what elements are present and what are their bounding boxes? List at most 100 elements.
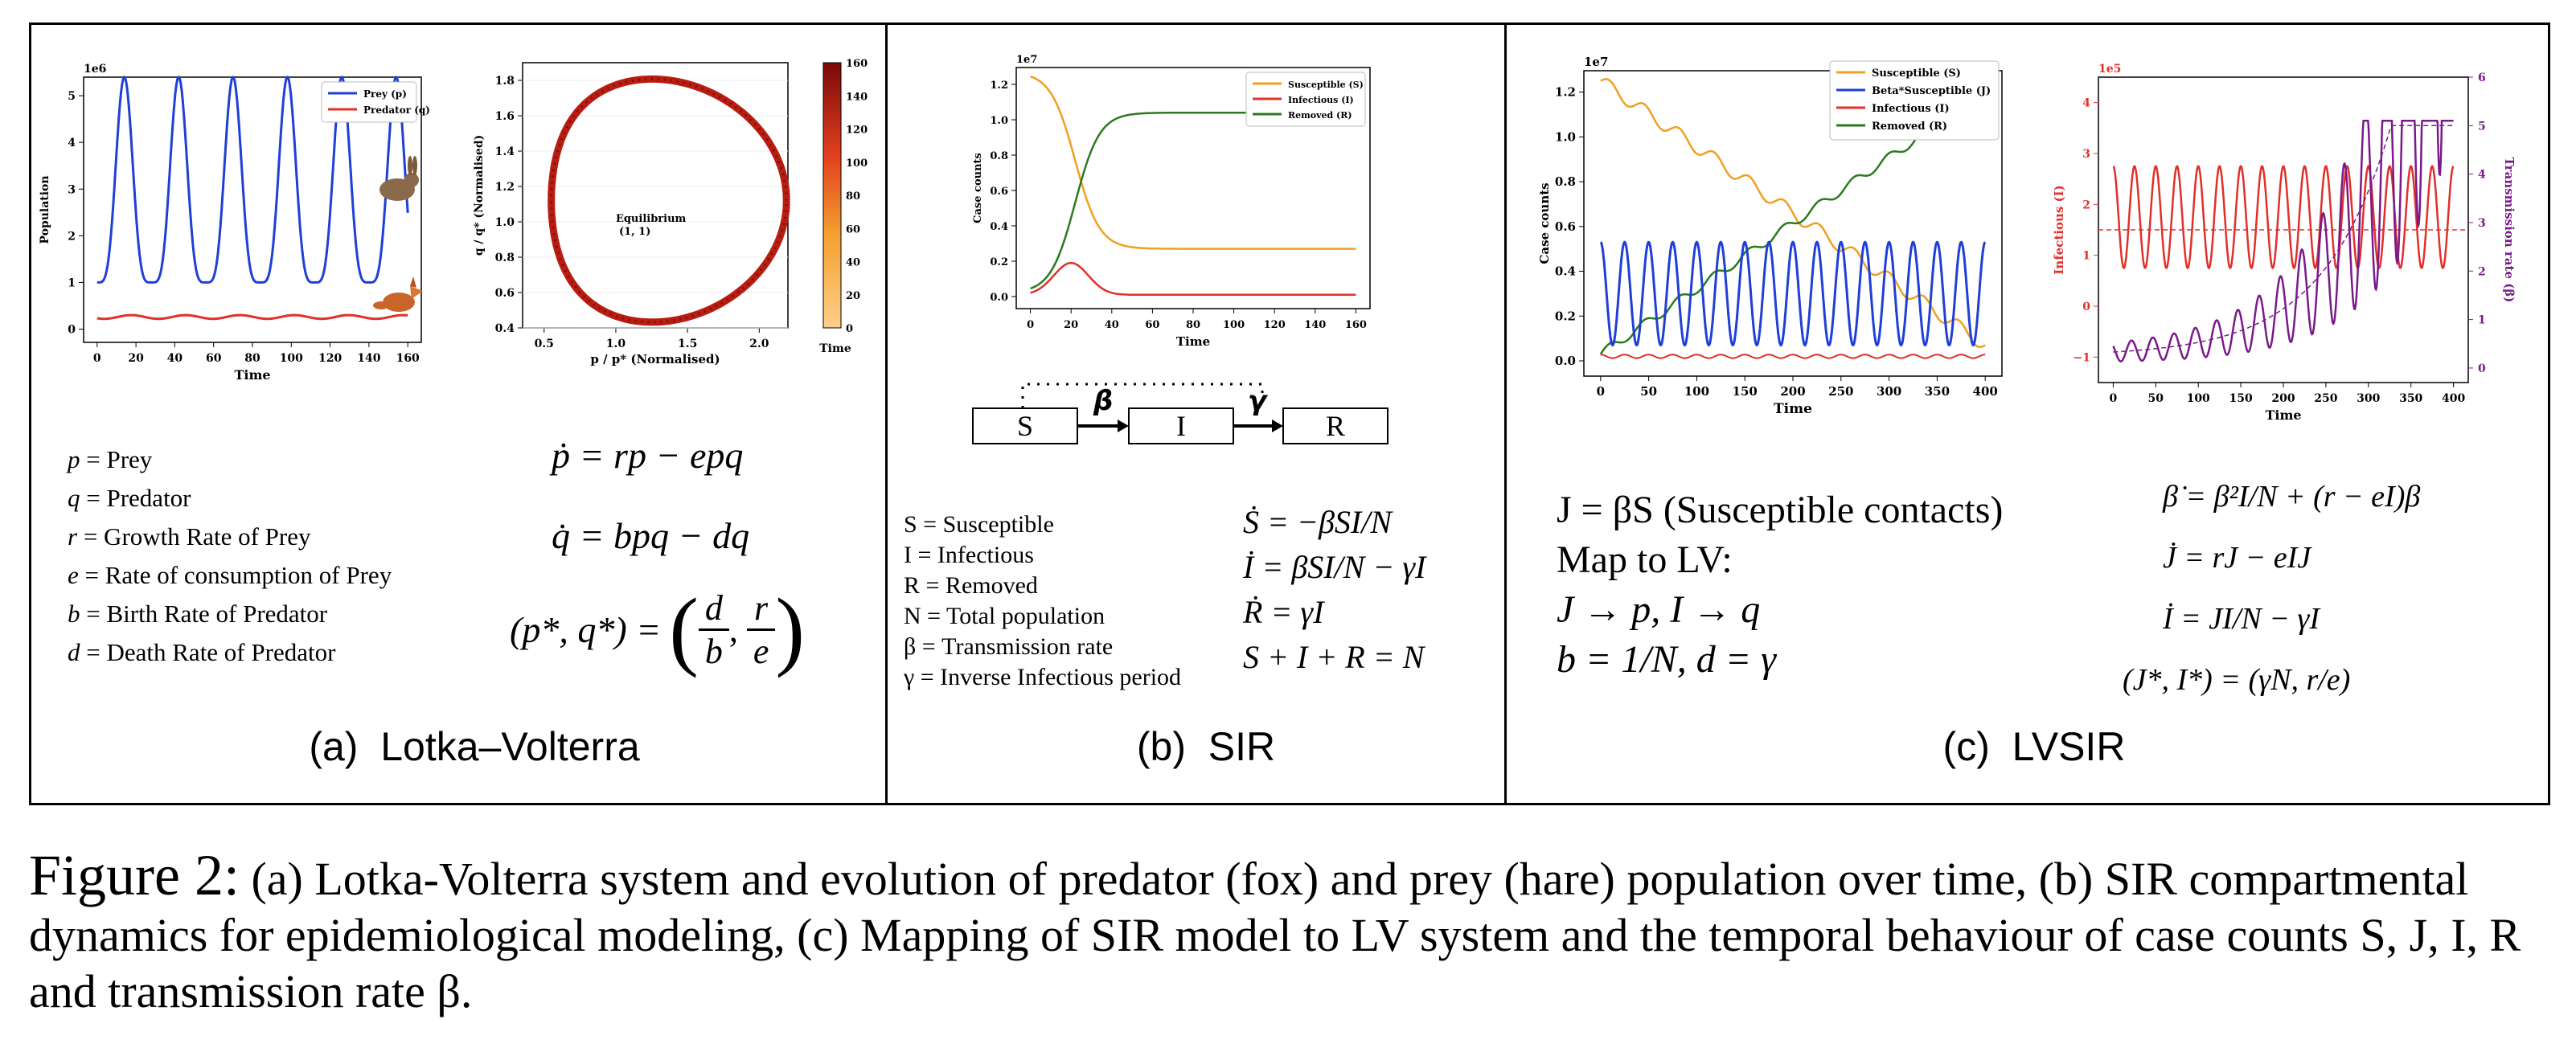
x-tick-label: 2.0 [749, 338, 769, 350]
y-tick-label: 0.8 [1555, 174, 1576, 189]
def-gamma: γ = Inverse Infectious period [904, 664, 1182, 690]
y-tick-label: 0.8 [990, 150, 1008, 162]
y-tick-label: 1.4 [495, 145, 515, 158]
hare-icon [379, 156, 419, 201]
x-tick-label: 100 [280, 352, 303, 365]
panel-b-caption: (b) SIR [1136, 724, 1276, 769]
x-tick-label: 0 [93, 352, 101, 365]
x-tick-label: 120 [1264, 319, 1286, 331]
lv-def-row: p = Prey [68, 440, 392, 479]
y-tick-label-right: 6 [2478, 72, 2486, 84]
y-tick-label: 5 [68, 90, 76, 103]
y-tick-label: 1.6 [495, 110, 515, 123]
colorbar-tick-label: 80 [846, 190, 860, 203]
def-beta: β = Transmission rate [904, 633, 1114, 660]
lvsir-infectious-beta-plot: 0 50 100 150 200 250 300 350 400 −1 0 1 2 3 4 0 1 2 3 4 5 6 Ti… [2052, 63, 2517, 423]
x-tick-label: 400 [2442, 392, 2465, 405]
def-text: = Birth Rate of Predator [80, 600, 328, 628]
x-tick-label: 60 [1145, 319, 1159, 331]
paren-close: ) [775, 580, 805, 678]
x-tick-label: 200 [2271, 392, 2295, 405]
beta-susceptible-line [1599, 240, 1987, 347]
def-s: S = Susceptible [904, 511, 1054, 538]
x-tick-label: 300 [1877, 384, 1901, 399]
y-tick-label: 0.6 [1555, 219, 1576, 234]
lv-eq-prey: ṗ = rp − epq [552, 435, 744, 476]
y-tick-label-right: 1 [2478, 314, 2486, 327]
mapping-j: J = βS (Susceptible contacts) [1557, 489, 2004, 531]
x-tick-label: 200 [1780, 384, 1805, 399]
mapping-jp-iq: J → p, I → q [1557, 588, 1761, 631]
x-tick-label: 350 [2399, 392, 2422, 405]
lvsir-case-plot: 0 50 100 150 200 250 300 350 400 0.0 0.2 0.4 0.6 0.8 1… [1537, 55, 2003, 417]
y-tick-label-right: 0 [2478, 362, 2486, 375]
def-text: = Rate of consumption of Prey [78, 561, 392, 589]
sir-equations: Ṡ = −βSI/N İ = βSI/N − γI Ṙ = γI S + I +… [1243, 500, 1425, 680]
y-tick-label-right: 4 [2478, 169, 2486, 182]
y-tick-label: 0.6 [990, 186, 1008, 198]
y-tick-label-right: 3 [2478, 217, 2486, 230]
def-text: = Prey [80, 445, 153, 473]
legend-label: Susceptible (S) [1288, 80, 1364, 90]
y-tick-label-right: 2 [2478, 265, 2486, 278]
lv-def-row: d = Death Rate of Predator [68, 633, 392, 672]
y-axis-label: Case counts [973, 153, 984, 223]
beta-line [2112, 120, 2454, 362]
x-tick-label: 400 [1973, 384, 1998, 399]
figure-caption: Figure 2: (a) Lotka-Volterra system and … [29, 846, 2545, 1020]
colorbar-label: Time [819, 342, 851, 355]
x-tick-label: 350 [1925, 384, 1950, 399]
caption-label: Figure 2: [29, 843, 240, 907]
legend-label: Infectious (I) [1288, 95, 1354, 105]
def-symbol: q [68, 484, 80, 512]
eq-j: J̇ = rJ − eIJ [2163, 541, 2311, 575]
axis-scale-label: 1e7 [1016, 54, 1037, 66]
colorbar-tick-label: 100 [846, 158, 868, 170]
x-tick-label: 250 [2314, 392, 2337, 405]
y-tick-label: 1.0 [1555, 129, 1576, 144]
y-tick-label-left: 3 [2082, 148, 2090, 161]
y-tick-label: 1 [68, 276, 76, 289]
x-tick-label: 160 [396, 352, 420, 365]
colorbar-tick-label: 60 [846, 223, 860, 235]
frac-den: b [698, 628, 729, 672]
y-tick-label: 1.2 [990, 80, 1008, 92]
x-tick-label: 140 [1304, 319, 1326, 331]
eq-total: S + I + R = N [1243, 639, 1425, 675]
x-axis-label: p / p* (Normalised) [590, 352, 720, 366]
y-tick-label-left: 0 [2082, 301, 2090, 313]
y-tick-label: 0 [68, 324, 76, 337]
y-tick-label: 3 [68, 183, 76, 196]
y-tick-label: 0.0 [1555, 354, 1576, 368]
x-tick-label: 250 [1828, 384, 1853, 399]
colorbar-tick-label: 20 [846, 290, 860, 302]
axis-scale-label: 1e5 [2098, 63, 2121, 76]
infectious-line [2112, 165, 2455, 270]
lv-eq-predator: q̇ = bpq − dq [552, 515, 750, 556]
panel-divider-bc [1504, 23, 1507, 805]
x-tick-label: 20 [128, 352, 144, 365]
equilibrium-label: Equilibrium [616, 213, 687, 225]
axis-scale-label: 1e6 [84, 63, 106, 76]
x-tick-label: 300 [2357, 392, 2380, 405]
box-i [1128, 407, 1234, 444]
x-tick-label: 50 [1640, 384, 1657, 399]
x-tick-label: 80 [1186, 319, 1200, 331]
sir-definitions: S = Susceptible I = Infectious R = Remov… [904, 510, 1181, 693]
y-tick-label: 0.2 [990, 256, 1008, 268]
colorbar-tick-label: 140 [846, 91, 868, 103]
y-tick-label: 1.0 [495, 216, 515, 229]
infectious-line [1600, 354, 1986, 359]
y-axis-label: Population [39, 175, 51, 244]
def-symbol: e [68, 561, 79, 589]
y-tick-label: 0.4 [495, 322, 515, 335]
y-axis-label-left: Infectious (I) [2052, 185, 2066, 274]
x-axis-label: Time [1176, 334, 1210, 349]
frac-num: d [704, 587, 723, 628]
y-tick-label: 1.0 [990, 115, 1008, 127]
y-tick-label: 0.4 [1555, 264, 1576, 279]
y-tick-label: 0.2 [1555, 309, 1576, 323]
mapping-heading: Map to LV: [1557, 538, 1733, 581]
lv-definitions: p = Prey q = Predator r = Growth Rate of P… [68, 440, 392, 672]
y-tick-label: 1.2 [495, 181, 515, 194]
